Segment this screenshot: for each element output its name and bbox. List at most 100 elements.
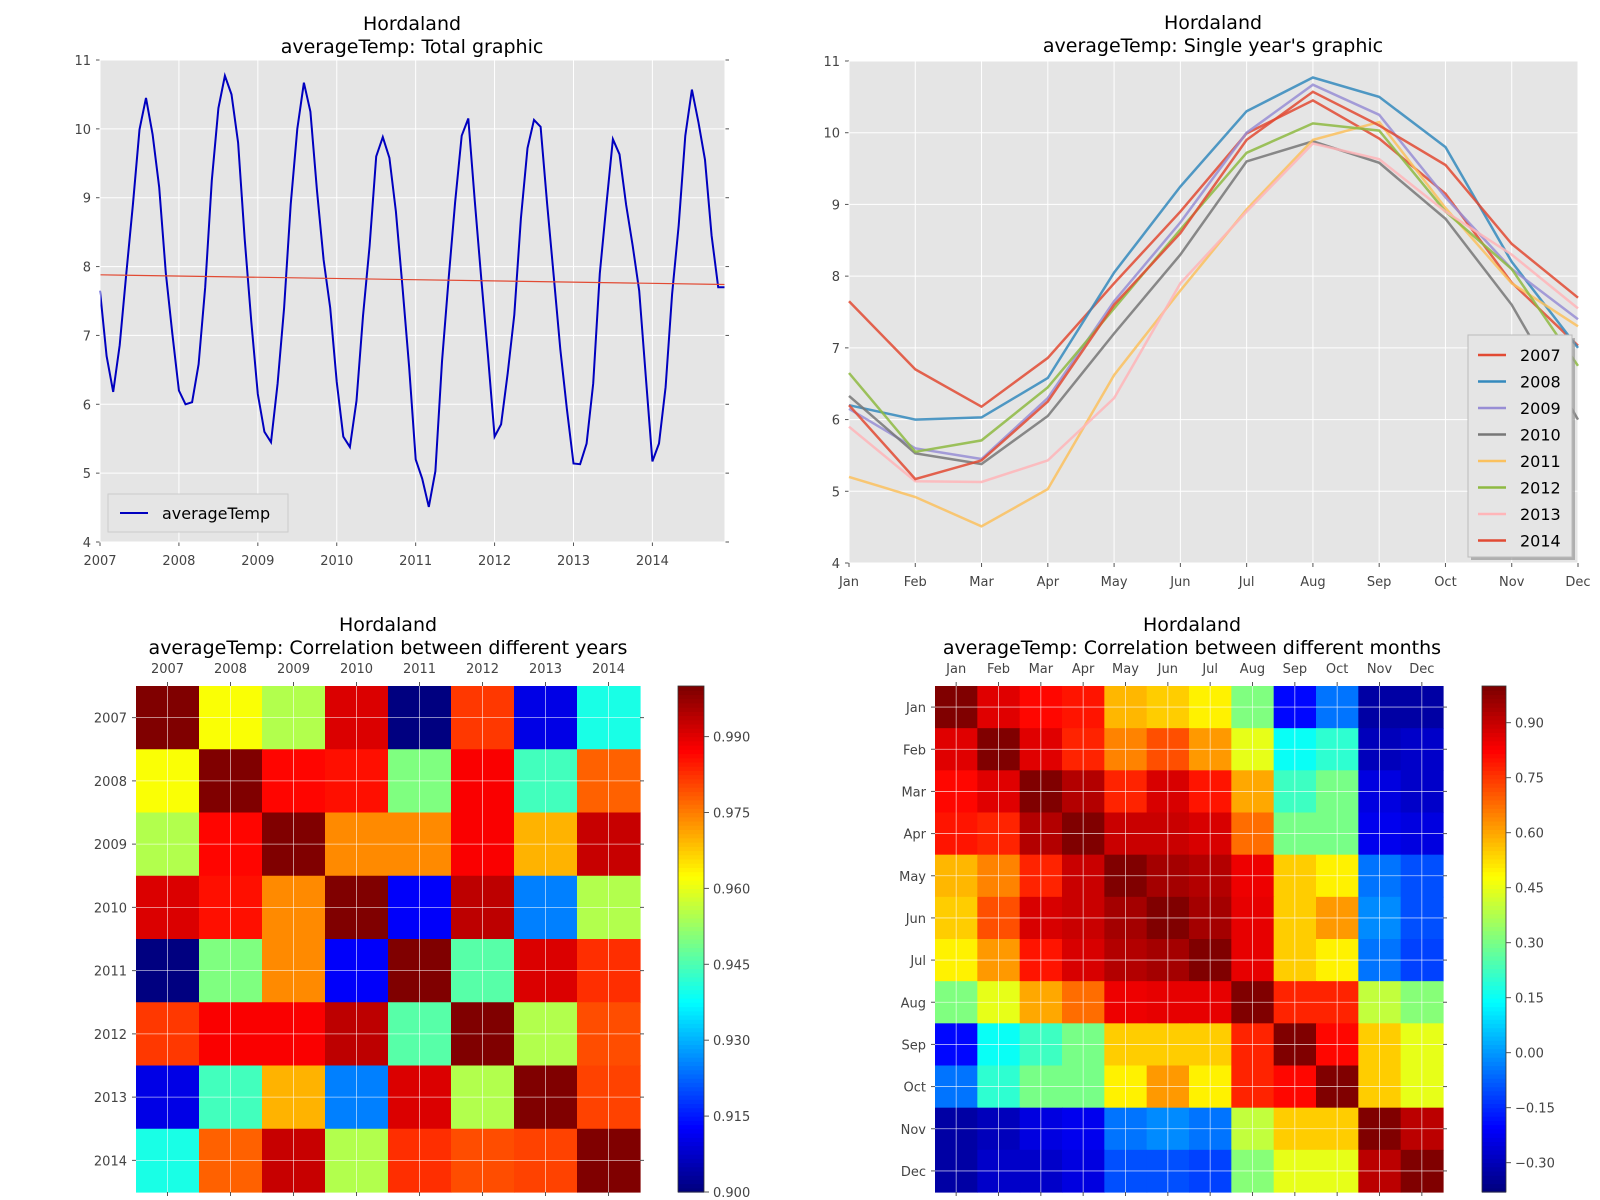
colorbar-segment xyxy=(678,736,704,742)
series-line-2012 xyxy=(848,122,1580,454)
colorbar-segment xyxy=(678,1120,704,1126)
y-tick-label: Oct xyxy=(904,1081,926,1096)
colorbar-segment xyxy=(678,947,704,953)
colorbar-segment xyxy=(1482,1120,1506,1126)
colorbar-segment xyxy=(678,761,704,767)
colorbar-segment xyxy=(678,1090,704,1096)
colorbar-segment xyxy=(1482,715,1506,721)
colorbar-segment xyxy=(1482,943,1506,949)
colorbar-segment xyxy=(678,1035,704,1041)
colorbar-segment xyxy=(678,1048,704,1054)
colorbar-segment xyxy=(678,964,704,970)
colorbar-segment xyxy=(1482,896,1506,902)
colorbar-segment xyxy=(678,740,704,746)
x-tick-label: Jul xyxy=(1201,662,1218,677)
x-tick-label: Jun xyxy=(1157,662,1178,677)
colorbar-segment xyxy=(678,905,704,911)
colorbar-segment xyxy=(1482,1175,1506,1180)
colorbar-tick-label: 0.930 xyxy=(713,1034,750,1049)
colorbar-segment xyxy=(1482,808,1506,814)
legend-label: 2010 xyxy=(1520,426,1561,445)
colorbar-segment xyxy=(1482,960,1506,965)
x-tick-label: Oct xyxy=(1434,575,1456,590)
colorbar-tick-label: 0.990 xyxy=(713,731,750,746)
x-tick-label: Nov xyxy=(1367,662,1393,677)
colorbar-segment xyxy=(678,930,704,936)
x-tick-label: 2012 xyxy=(478,554,511,569)
colorbar-segment xyxy=(678,795,704,801)
colorbar-segment xyxy=(678,825,704,830)
y-tick-label: 8 xyxy=(832,270,840,285)
colorbar-segment xyxy=(1482,723,1506,729)
x-tick-label: Apr xyxy=(1037,575,1060,590)
colorbar-segment xyxy=(1482,1166,1506,1172)
x-tick-label: 2010 xyxy=(320,554,353,569)
colorbar-segment xyxy=(678,1107,704,1113)
colorbar-segment xyxy=(678,1086,704,1092)
colorbar-segment xyxy=(678,1132,704,1138)
x-tick-label: Jan xyxy=(838,575,859,590)
trend-line xyxy=(99,274,726,286)
colorbar-segment xyxy=(1482,1141,1506,1147)
colorbar-tick-label: 0.960 xyxy=(713,882,750,897)
colorbar-segment xyxy=(1482,1107,1506,1113)
colorbar-segment xyxy=(1482,989,1506,995)
colorbar-tick-label: 0.945 xyxy=(713,958,750,973)
colorbar-segment xyxy=(1482,707,1506,712)
colorbar-segment xyxy=(678,951,704,957)
x-tick-label: Dec xyxy=(1409,662,1434,677)
colorbar-segment xyxy=(678,879,704,885)
colorbar-segment xyxy=(678,757,704,763)
colorbar-segment xyxy=(678,1040,704,1046)
colorbar-segment xyxy=(1482,837,1506,843)
colorbar-segment xyxy=(678,1073,704,1079)
x-tick-label: 2009 xyxy=(241,554,274,569)
colorbar-segment xyxy=(1482,711,1506,717)
colorbar-segment xyxy=(678,1187,704,1193)
chart2-title-line2: averageTemp: Single year's graphic xyxy=(1043,35,1383,57)
x-tick-label: 2012 xyxy=(466,662,499,677)
colorbar-segment xyxy=(678,968,704,974)
colorbar-frame xyxy=(677,685,705,1193)
colorbar-segment xyxy=(678,808,704,814)
colorbar-segment xyxy=(678,913,704,919)
x-tick-label: Aug xyxy=(1240,662,1265,677)
colorbar-segment xyxy=(678,1069,704,1075)
colorbar-tick-label: −0.15 xyxy=(1515,1102,1555,1117)
colorbar-segment xyxy=(1482,879,1506,885)
colorbar-segment xyxy=(1482,1145,1506,1151)
colorbar-segment xyxy=(1482,1073,1506,1079)
x-tick-label: 2013 xyxy=(529,662,562,677)
colorbar-segment xyxy=(678,972,704,978)
colorbar-segment xyxy=(1482,1149,1506,1155)
colorbar-segment xyxy=(678,1023,704,1029)
colorbar-segment xyxy=(1482,1170,1506,1176)
colorbar-segment xyxy=(678,993,704,999)
colorbar-segment xyxy=(1482,1162,1506,1168)
colorbar-segment xyxy=(678,1116,704,1121)
chart3-title-line1: Hordaland xyxy=(339,614,437,636)
colorbar-segment xyxy=(678,884,704,889)
colorbar-segment xyxy=(678,1044,704,1050)
legend-label: 2008 xyxy=(1520,373,1561,392)
x-tick-label: 2007 xyxy=(151,662,184,677)
y-tick-label: 5 xyxy=(83,467,91,482)
x-tick-label: Nov xyxy=(1499,575,1525,590)
x-tick-label: May xyxy=(1101,575,1128,590)
colorbar-segment xyxy=(678,1124,704,1130)
colorbar-segment xyxy=(1482,909,1506,915)
colorbar-segment xyxy=(678,1111,704,1117)
colorbar-segment xyxy=(1482,694,1506,700)
colorbar-segment xyxy=(678,985,704,991)
chart-month-correlation: Hordaland averageTemp: Correlation betwe… xyxy=(899,614,1555,1196)
y-tick-label: 7 xyxy=(83,329,91,344)
y-tick-label: Aug xyxy=(901,996,926,1011)
colorbar-segment xyxy=(1482,1090,1506,1096)
colorbar-segment xyxy=(678,778,704,784)
y-tick-label: 5 xyxy=(832,485,840,500)
y-tick-label: Sep xyxy=(901,1038,926,1053)
colorbar-segment xyxy=(678,1006,704,1012)
colorbar-segment xyxy=(678,770,704,776)
legend-label: 2011 xyxy=(1520,452,1561,471)
